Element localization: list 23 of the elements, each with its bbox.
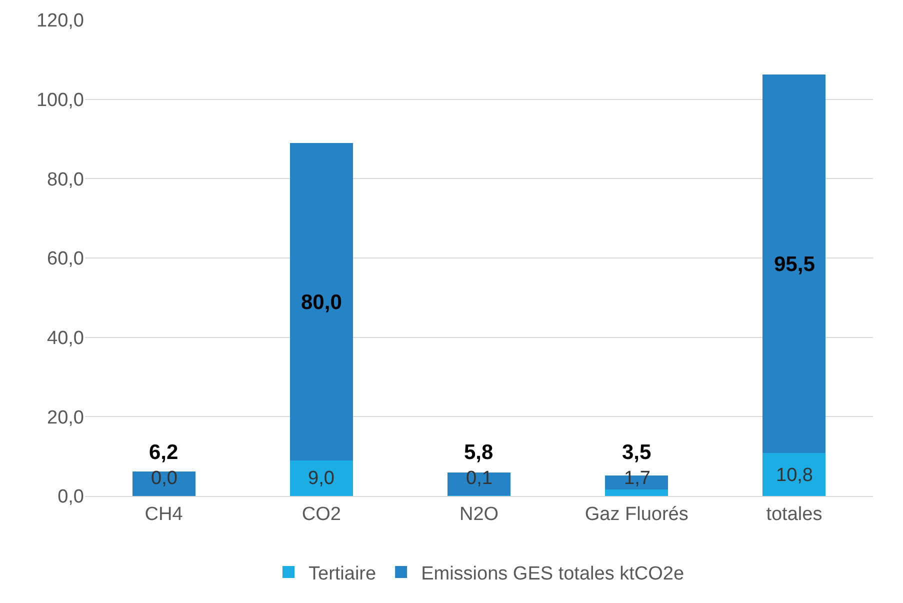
x-tick-label: CO2	[302, 504, 341, 525]
x-tick-label: N2O	[459, 504, 499, 525]
data-label: 6,2	[149, 441, 178, 464]
data-label: 95,5	[774, 253, 816, 276]
y-tick-label: 0,0	[58, 486, 84, 508]
data-label: 0,1	[466, 468, 492, 489]
y-tick-label: 80,0	[47, 169, 84, 190]
x-tick-label: CH4	[144, 504, 184, 525]
x-tick-label: totales	[766, 504, 822, 525]
legend-label: Emissions GES totales ktCO2e	[421, 563, 684, 584]
y-tick-label: 20,0	[47, 407, 84, 428]
data-label: 5,8	[464, 441, 494, 464]
x-tick-label: Gaz Fluorés	[584, 504, 688, 525]
y-tick-label: 60,0	[47, 248, 84, 270]
data-label: 10,8	[776, 465, 813, 486]
y-tick-label: 120,0	[36, 10, 84, 32]
data-label: 9,0	[308, 468, 334, 489]
data-label: 0,0	[151, 468, 178, 489]
data-label: 80,0	[301, 291, 342, 314]
y-tick-label: 40,0	[47, 328, 84, 349]
data-label: 3,5	[622, 441, 652, 464]
legend-label: Tertiaire	[308, 563, 376, 584]
y-tick-label: 100,0	[36, 90, 84, 111]
